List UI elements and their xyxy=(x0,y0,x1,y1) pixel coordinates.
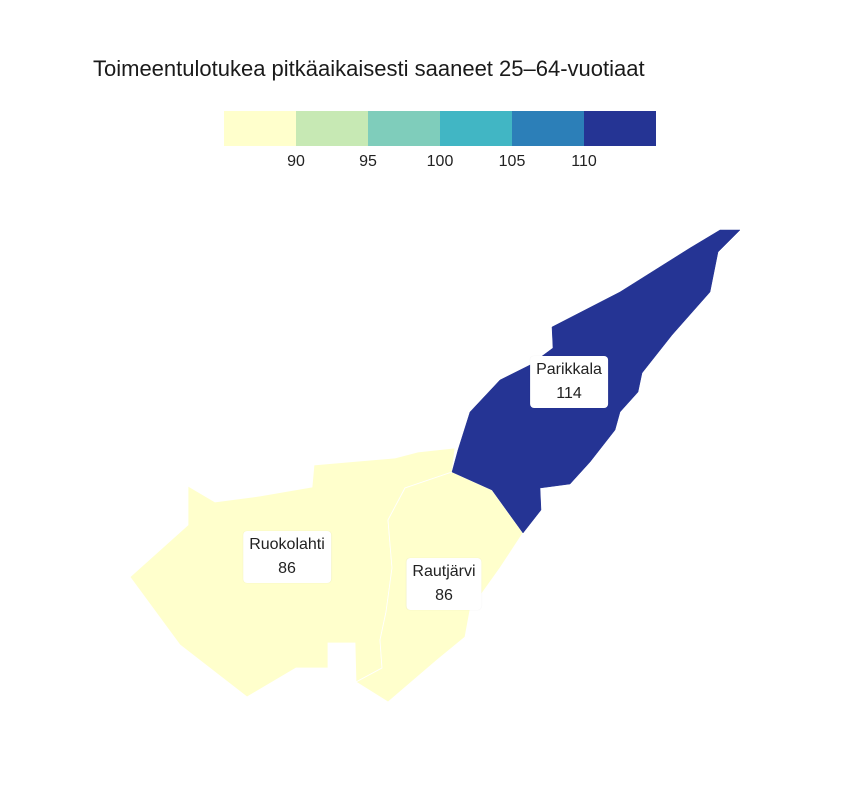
legend-tick-90: 90 xyxy=(287,153,305,170)
label-ruokolahti-value: 86 xyxy=(278,560,296,577)
map-title: Toimeentulotukea pitkäaikaisesti saaneet… xyxy=(93,56,645,81)
label-parikkala: Parikkala 114 xyxy=(530,356,608,408)
legend-swatch-6 xyxy=(584,111,656,146)
legend-tick-105: 105 xyxy=(498,153,526,170)
label-ruokolahti-name: Ruokolahti xyxy=(249,536,325,553)
label-ruokolahti: Ruokolahti 86 xyxy=(243,531,331,583)
legend-tick-110: 110 xyxy=(571,153,597,170)
label-parikkala-value: 114 xyxy=(556,385,582,402)
label-rautjarvi-name: Rautjärvi xyxy=(412,563,476,580)
label-parikkala-name: Parikkala xyxy=(536,361,602,378)
legend-tick-100: 100 xyxy=(426,153,454,170)
label-rautjarvi-value: 86 xyxy=(435,587,453,604)
legend-tick-95: 95 xyxy=(359,153,377,170)
color-legend: 90 95 100 105 110 xyxy=(224,111,656,181)
legend-swatch-1 xyxy=(224,111,296,146)
label-rautjarvi: Rautjärvi 86 xyxy=(406,558,482,610)
legend-swatch-5 xyxy=(512,111,584,146)
legend-swatch-3 xyxy=(368,111,440,146)
legend-swatch-2 xyxy=(296,111,368,146)
legend-swatch-4 xyxy=(440,111,512,146)
